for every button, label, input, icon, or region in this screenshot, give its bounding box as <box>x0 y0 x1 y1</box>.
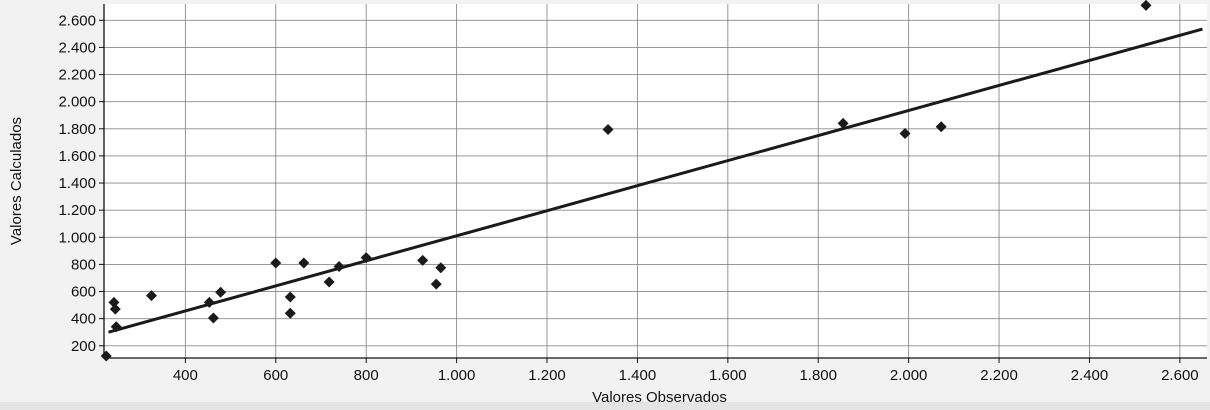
data-point <box>284 291 296 303</box>
x-tick-label: 1.600 <box>709 367 747 384</box>
x-tick-label: 1.200 <box>528 367 566 384</box>
y-tick-label: 1.000 <box>58 229 96 246</box>
data-point <box>110 321 122 333</box>
trendline <box>108 27 1203 334</box>
data-point <box>323 276 335 288</box>
data-point <box>109 303 121 315</box>
data-point <box>145 290 157 302</box>
grid <box>104 4 1207 358</box>
bottom-strip <box>0 402 1210 410</box>
x-axis-title: Valores Observados <box>592 389 727 406</box>
axes <box>99 4 1207 363</box>
data-point <box>1140 0 1152 11</box>
data-point <box>207 312 219 324</box>
data-point <box>298 257 310 269</box>
y-tick-label: 400 <box>71 311 96 328</box>
x-tick-label: 2.000 <box>890 367 928 384</box>
data-point <box>360 252 372 264</box>
x-tick-label: 2.600 <box>1161 367 1199 384</box>
data-point <box>270 257 282 269</box>
y-tick-label: 600 <box>71 284 96 301</box>
data-point <box>602 123 614 135</box>
y-tick-label: 200 <box>71 338 96 355</box>
x-tick-label: 2.200 <box>980 367 1018 384</box>
data-point <box>435 262 447 274</box>
y-tick-label: 2.400 <box>58 39 96 56</box>
data-point <box>284 307 296 319</box>
data-point <box>100 350 112 362</box>
x-tick-label: 800 <box>354 367 379 384</box>
data-point <box>935 121 947 133</box>
data-point <box>899 128 911 140</box>
x-tick-label: 1.400 <box>619 367 657 384</box>
y-tick-label: 1.800 <box>58 121 96 138</box>
x-tick-label: 1.000 <box>438 367 476 384</box>
data-points <box>100 0 1152 362</box>
x-tick-label: 1.800 <box>799 367 837 384</box>
data-point <box>333 260 345 272</box>
data-point <box>215 286 227 298</box>
y-tick-label: 2.200 <box>58 67 96 84</box>
y-tick-labels: 200 400 600 800 1.000 1.200 1.400 1.600 1.800 2.0… <box>58 12 96 355</box>
data-point <box>837 117 849 129</box>
data-point <box>417 254 429 266</box>
y-axis-title: Valores Calculados <box>8 117 25 245</box>
data-point <box>203 296 215 308</box>
y-tick-label: 1.600 <box>58 148 96 165</box>
x-tick-label: 400 <box>173 367 198 384</box>
x-tick-label: 2.400 <box>1071 367 1109 384</box>
x-tick-label: 600 <box>263 367 288 384</box>
y-tick-label: 2.000 <box>58 94 96 111</box>
data-point <box>430 278 442 290</box>
y-tick-label: 1.200 <box>58 202 96 219</box>
y-tick-label: 2.600 <box>58 12 96 29</box>
x-tick-labels: 400 600 800 1.000 1.200 1.400 1.600 1.800 2.000 2… <box>173 367 1199 384</box>
y-tick-label: 1.400 <box>58 175 96 192</box>
y-tick-label: 800 <box>71 256 96 273</box>
